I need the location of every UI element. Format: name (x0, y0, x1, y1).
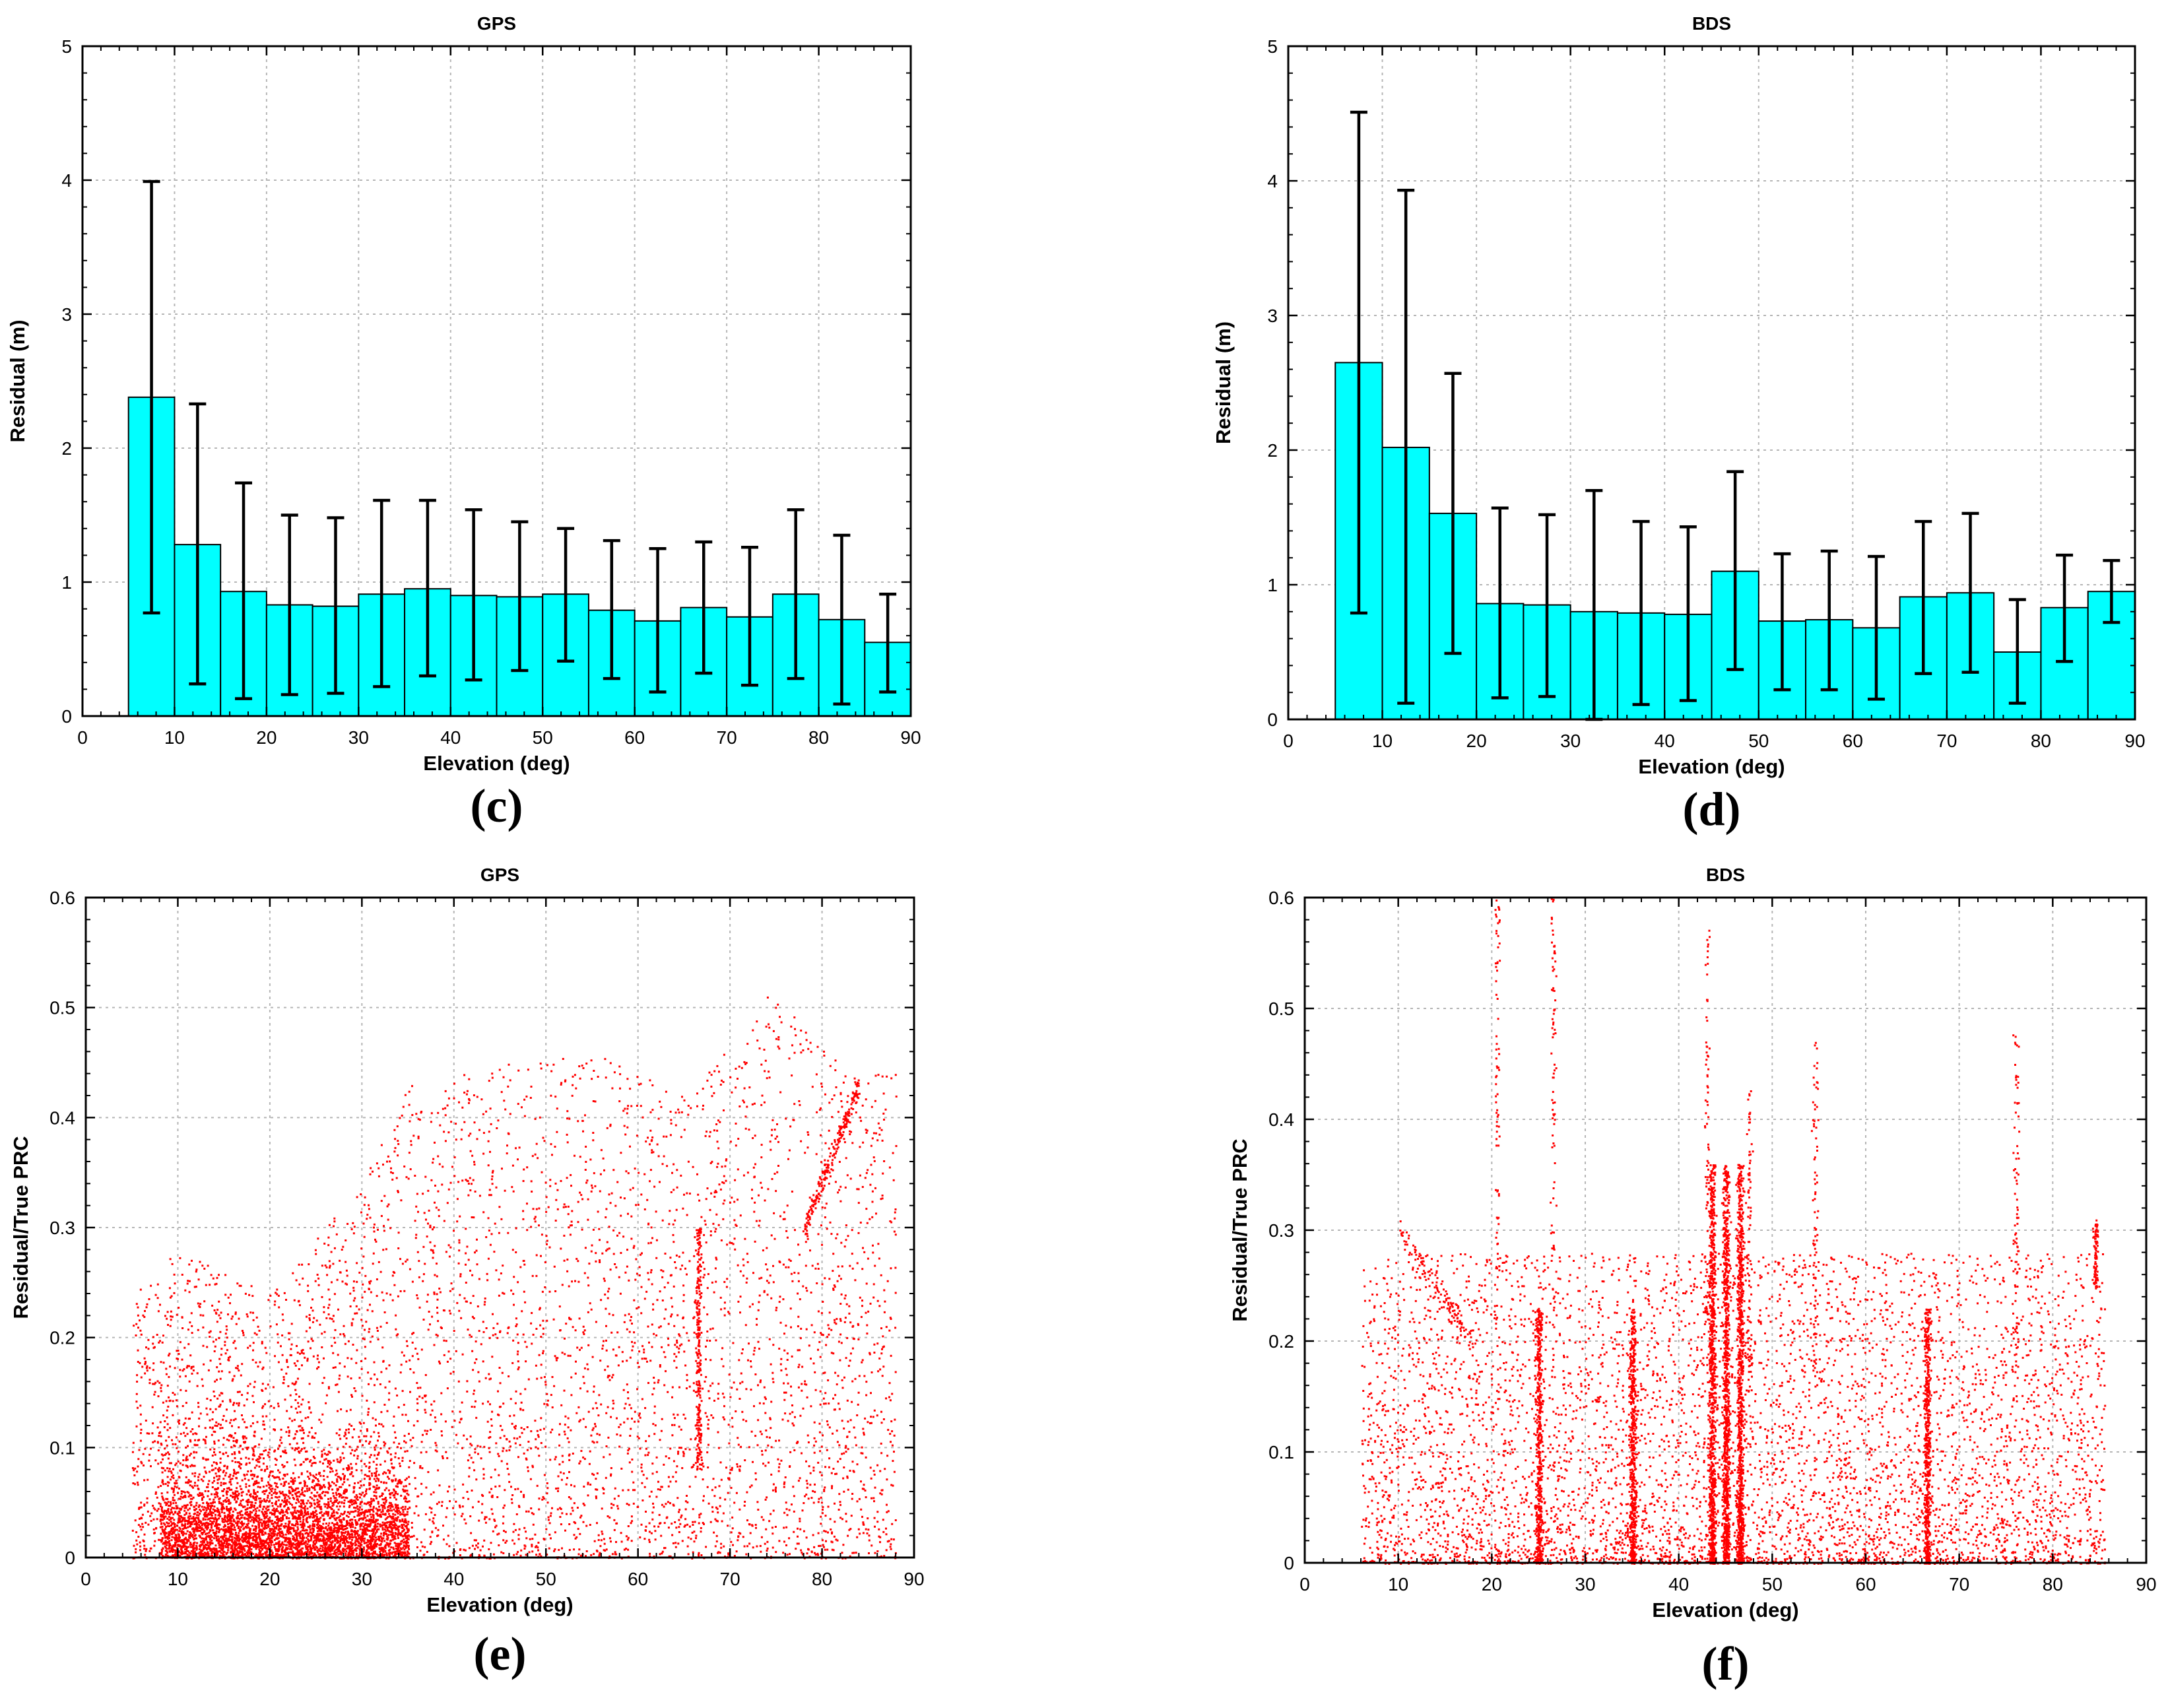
x-tick-label: 60 (1855, 1574, 1876, 1594)
y-tick-label: 0 (1267, 709, 1278, 730)
plot-frame (81, 45, 912, 717)
y-tick-label: 0 (1284, 1553, 1294, 1573)
scatter-points (1361, 898, 2107, 1565)
x-tick-label: 10 (1372, 731, 1393, 751)
chart-panel-f: 0 10 20 30 40 50 60 70 80 90 0 0.1 0.2 0.3 0.4 0.5 0.6 BD… (1228, 865, 2157, 1690)
x-axis-label: Elevation (deg) (1652, 1598, 1798, 1622)
x-axis-label: Elevation (deg) (426, 1593, 573, 1616)
y-tick-label: 0.4 (49, 1107, 75, 1128)
y-tick-label: 3 (61, 304, 72, 325)
plot-frame (1287, 45, 2136, 721)
x-tick-label: 40 (1655, 731, 1675, 751)
x-axis-label: Elevation (deg) (1638, 755, 1785, 778)
chart-title: BDS (1706, 865, 1745, 885)
plot-frame (84, 896, 915, 1559)
y-tick-label: 0.6 (49, 888, 75, 908)
y-axis-label: Residual (m) (1212, 321, 1235, 444)
x-tick-label: 10 (164, 727, 185, 748)
x-tick-label: 50 (536, 1569, 556, 1589)
panel-label: (d) (1683, 783, 1741, 836)
chart-title: BDS (1692, 13, 1731, 34)
x-tick-label: 20 (1482, 1574, 1502, 1594)
x-tick-label: 70 (717, 727, 737, 748)
y-tick-label: 0.1 (49, 1437, 75, 1458)
x-tick-label: 90 (900, 727, 921, 748)
chart-title: GPS (480, 865, 519, 885)
y-tick-label: 4 (1267, 171, 1278, 191)
x-tick-label: 50 (533, 727, 553, 748)
x-tick-label: 60 (624, 727, 645, 748)
x-axis-label: Elevation (deg) (423, 752, 570, 775)
x-tick-label: 20 (1466, 731, 1487, 751)
y-tick-label: 0.3 (49, 1218, 75, 1238)
x-tick-label: 30 (348, 727, 369, 748)
y-tick-label: 5 (1267, 36, 1278, 57)
x-tick-label: 0 (81, 1569, 91, 1589)
y-axis-label: Residual/True PRC (1228, 1138, 1251, 1321)
chart-panel-d: 0 10 20 30 40 50 60 70 80 90 0 1 2 3 4 5 BDS Elevation (d… (1212, 13, 2146, 836)
x-tick-label: 20 (259, 1569, 280, 1589)
y-tick-label: 1 (61, 572, 72, 593)
x-tick-label: 0 (1283, 731, 1294, 751)
x-tick-label: 70 (720, 1569, 740, 1589)
chart-panel-e: 0 10 20 30 40 50 60 70 80 90 0 0.1 0.2 0.3 0.4 0.5 0.6 GP… (9, 865, 925, 1680)
x-tick-label: 90 (2124, 731, 2145, 751)
x-tick-label: 40 (443, 1569, 464, 1589)
y-tick-label: 0.2 (49, 1328, 75, 1348)
y-tick-label: 0.1 (1268, 1442, 1294, 1462)
x-tick-label: 90 (903, 1569, 924, 1589)
panel-label: (c) (471, 779, 523, 832)
x-tick-label: 50 (1762, 1574, 1783, 1594)
x-tick-label: 0 (77, 727, 88, 748)
x-tick-label: 0 (1299, 1574, 1310, 1594)
x-tick-label: 30 (1575, 1574, 1595, 1594)
x-tick-label: 70 (1936, 731, 1957, 751)
x-tick-label: 90 (2136, 1574, 2156, 1594)
y-tick-label: 2 (61, 438, 72, 459)
y-tick-label: 0 (61, 706, 72, 727)
x-tick-label: 40 (1668, 1574, 1689, 1594)
y-tick-label: 0.5 (1268, 999, 1294, 1019)
y-tick-label: 0 (65, 1548, 75, 1568)
y-tick-label: 3 (1267, 306, 1278, 326)
x-tick-label: 70 (1949, 1574, 1969, 1594)
x-tick-label: 30 (352, 1569, 372, 1589)
panel-label: (f) (1702, 1637, 1750, 1690)
x-tick-label: 80 (2031, 731, 2051, 751)
x-tick-label: 10 (1388, 1574, 1408, 1594)
x-tick-label: 20 (256, 727, 277, 748)
chart-title: GPS (477, 13, 516, 34)
y-tick-label: 5 (61, 36, 72, 57)
scatter-points (131, 997, 898, 1560)
x-tick-label: 60 (1843, 731, 1863, 751)
y-tick-label: 4 (61, 170, 72, 191)
x-tick-label: 10 (168, 1569, 188, 1589)
y-tick-label: 2 (1267, 440, 1278, 461)
panel-label: (e) (474, 1627, 527, 1680)
chart-panel-c: 0 10 20 30 40 50 60 70 80 90 0 1 2 3 4 5 GPS Elevation (d… (6, 13, 921, 832)
x-tick-label: 80 (808, 727, 829, 748)
y-tick-label: 1 (1267, 575, 1278, 595)
x-tick-label: 40 (440, 727, 461, 748)
x-tick-label: 30 (1560, 731, 1581, 751)
y-tick-label: 0.3 (1268, 1220, 1294, 1241)
y-tick-label: 0.4 (1268, 1109, 1294, 1130)
y-axis-label: Residual/True PRC (9, 1136, 32, 1319)
y-tick-label: 0.6 (1268, 888, 1294, 908)
x-tick-label: 50 (1748, 731, 1769, 751)
y-tick-label: 0.2 (1268, 1331, 1294, 1352)
x-tick-label: 60 (628, 1569, 648, 1589)
x-tick-label: 80 (2043, 1574, 2063, 1594)
x-tick-label: 80 (812, 1569, 832, 1589)
y-tick-label: 0.5 (49, 998, 75, 1018)
y-axis-label: Residual (m) (6, 319, 29, 442)
